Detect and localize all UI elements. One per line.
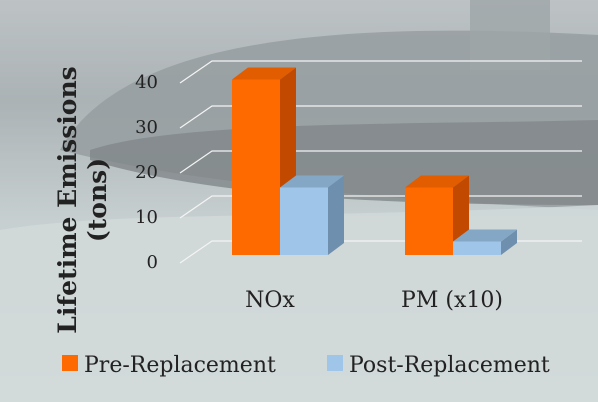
gridline-30 xyxy=(179,105,582,129)
bar-front-face xyxy=(232,79,280,255)
gridline-20 xyxy=(179,150,582,174)
legend-swatch-post-replacement xyxy=(327,355,343,371)
y-axis-title-line-2: (tons) xyxy=(83,158,112,242)
bar-front-face xyxy=(405,187,453,255)
bar-top-face xyxy=(232,67,296,80)
legend-label-pre-replacement: Pre-Replacement xyxy=(84,353,276,378)
bar-post-pm xyxy=(453,229,517,255)
bar-pre-pm xyxy=(405,175,469,255)
y-tick-label-40: 40 xyxy=(135,72,158,93)
legend-label-post-replacement: Post-Replacement xyxy=(349,353,550,378)
bar-top-face xyxy=(280,175,344,188)
y-axis-ticks: 0 10 20 30 40 xyxy=(135,72,158,273)
bar-side-face xyxy=(501,229,517,255)
y-tick-label-30: 30 xyxy=(135,117,158,138)
y-axis-title-line-1: Lifetime Emissions xyxy=(53,66,82,333)
gridline-40 xyxy=(179,60,582,84)
bar-side-face xyxy=(328,175,344,255)
bar-top-face xyxy=(453,229,517,242)
bar-pre-nox xyxy=(232,67,296,255)
legend-swatch-pre-replacement xyxy=(62,355,78,371)
y-tick-label-10: 10 xyxy=(135,207,158,228)
bar-post-nox xyxy=(280,175,344,255)
bar-front-face xyxy=(453,241,501,255)
x-category-label-nox: NOx xyxy=(245,288,295,313)
y-tick-label-20: 20 xyxy=(135,162,158,183)
bar-top-face xyxy=(405,175,469,188)
y-tick-label-0: 0 xyxy=(147,252,158,273)
x-category-label-pm: PM (x10) xyxy=(401,288,503,313)
bars xyxy=(232,67,517,255)
bar-front-face xyxy=(280,187,328,255)
legend: Pre-Replacement Post-Replacement xyxy=(62,353,550,378)
